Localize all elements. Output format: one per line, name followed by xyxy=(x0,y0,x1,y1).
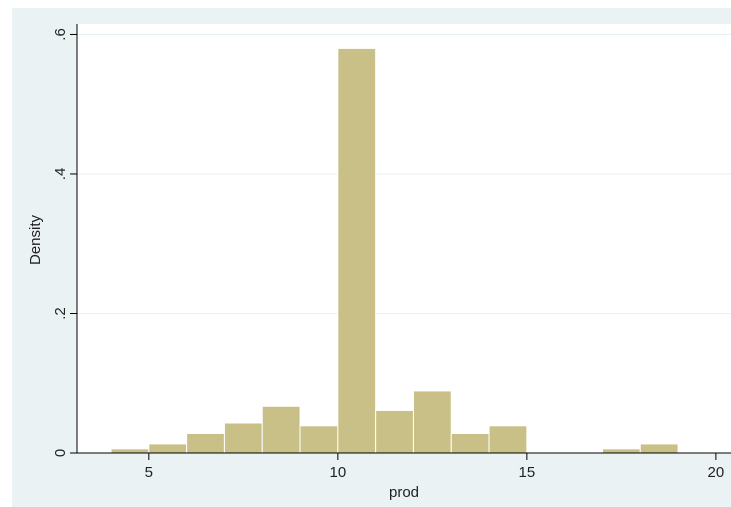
histogram-bar xyxy=(375,409,414,454)
gridlines xyxy=(77,33,731,314)
histogram-bar xyxy=(337,47,377,454)
y-tick-label: .6 xyxy=(52,28,69,41)
x-axis-title: prod xyxy=(389,484,419,501)
histogram-bar xyxy=(110,448,150,454)
y-axis-title: Density xyxy=(27,214,44,265)
plot-area xyxy=(77,24,731,453)
histogram-bar xyxy=(186,432,225,454)
axes xyxy=(76,24,731,454)
y-tick-label: .4 xyxy=(52,168,69,181)
y-ticks: 0 .2 .4 .6 xyxy=(52,28,77,457)
histogram-bar xyxy=(148,443,188,454)
x-tick-label: 15 xyxy=(519,464,536,481)
x-tick-label: 5 xyxy=(145,464,153,481)
histogram-bar xyxy=(223,422,263,454)
histogram-bar xyxy=(412,390,452,454)
histogram-bar xyxy=(639,443,679,454)
histogram-bar xyxy=(261,405,301,454)
bars xyxy=(110,47,679,454)
histogram-bar xyxy=(601,448,641,454)
y-tick-label: 0 xyxy=(52,449,69,457)
histogram-bar xyxy=(488,425,528,454)
y-tick-label: .2 xyxy=(52,307,69,320)
histogram-bar xyxy=(450,432,490,454)
x-tick-label: 20 xyxy=(708,464,725,481)
histogram-bar xyxy=(299,425,339,454)
x-ticks: 5 10 15 20 xyxy=(145,453,725,481)
x-tick-label: 10 xyxy=(330,464,347,481)
